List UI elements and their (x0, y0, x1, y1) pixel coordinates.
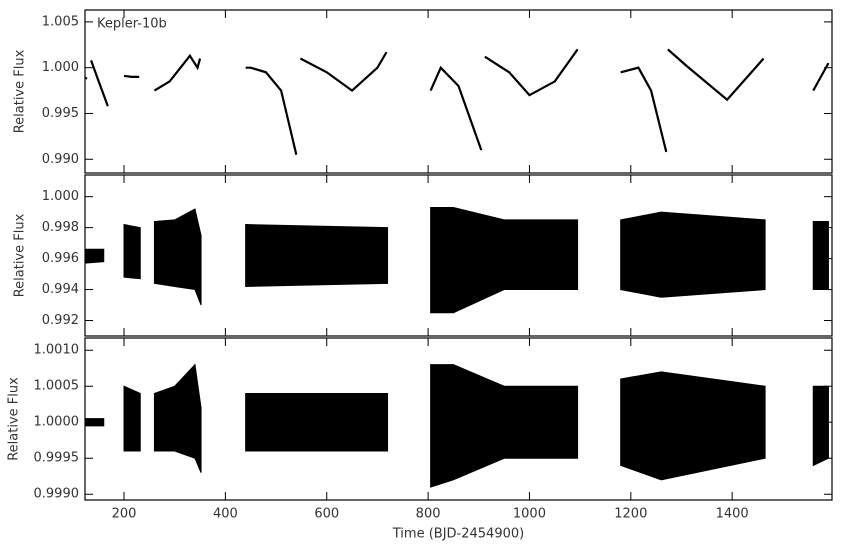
x-tick-label: 200 (112, 507, 137, 522)
y-tick-label: 0.998 (42, 220, 79, 235)
x-tick-label: 1000 (513, 507, 546, 522)
light-curve (123, 74, 140, 78)
flux-band (85, 248, 105, 264)
y-axis-label: Relative Flux (13, 213, 28, 297)
flux-band (85, 418, 105, 427)
light-curve (812, 62, 830, 92)
plot-frame (84, 9, 833, 174)
flux-band (245, 224, 389, 287)
y-tick-label: 1.0005 (34, 379, 80, 394)
x-tick-label: 800 (416, 507, 441, 522)
y-tick-label: 0.996 (42, 251, 79, 266)
light-curve (620, 66, 668, 153)
y-tick-label: 0.995 (42, 106, 79, 121)
flux-band (430, 364, 579, 488)
x-tick-label: 1200 (614, 507, 647, 522)
y-axis-label: Relative Flux (13, 49, 28, 133)
x-axis-label: Time (BJD-2454900) (392, 527, 524, 542)
y-tick-label: 0.990 (42, 152, 79, 167)
plot-frame (84, 337, 833, 501)
light-curve (484, 48, 579, 97)
y-tick-label: 0.9990 (34, 487, 80, 502)
flux-band (245, 392, 389, 452)
flux-band (153, 363, 202, 473)
y-tick-label: 0.992 (42, 313, 79, 328)
x-tick-label: 400 (213, 507, 238, 522)
flux-band (620, 211, 766, 298)
flux-band (123, 385, 141, 452)
flux-band (153, 208, 202, 306)
x-tick-label: 1400 (716, 507, 749, 522)
flux-band (430, 207, 579, 314)
x-tick-label: 600 (314, 507, 339, 522)
light-curve (90, 59, 109, 107)
flux-band (812, 220, 829, 291)
y-tick-label: 1.000 (42, 60, 79, 75)
plot-frame (84, 174, 833, 337)
y-tick-label: 0.994 (42, 282, 79, 297)
light-curve (245, 66, 298, 155)
annotation: Kepler-10b (97, 17, 167, 32)
light-curve (299, 51, 388, 92)
light-curve (667, 48, 765, 102)
y-axis-label: Relative Flux (7, 377, 22, 461)
flux-band (123, 223, 141, 280)
y-tick-label: 1.000 (42, 189, 79, 204)
light-curve (429, 65, 483, 151)
y-tick-label: 1.0010 (34, 343, 80, 358)
y-tick-label: 0.9995 (34, 451, 80, 466)
flux-band (620, 371, 766, 481)
y-tick-label: 1.005 (42, 14, 79, 29)
flux-band (812, 385, 829, 467)
light-curve (153, 53, 202, 92)
y-tick-label: 1.0000 (34, 415, 80, 430)
